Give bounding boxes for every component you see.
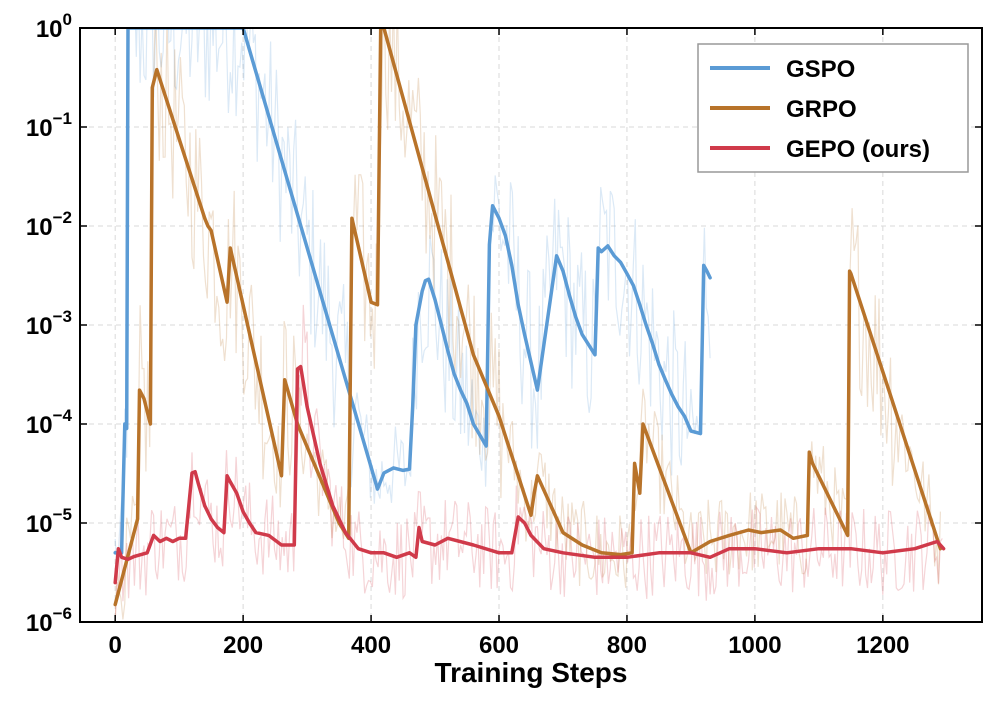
series-line-gepo-ours (113, 364, 946, 585)
axis-ticks: 0 200 400 600 800 1000 1200 10−6 10−5 10−4 10−3 10−… (26, 10, 982, 659)
x-tick-label: 200 (223, 632, 263, 659)
x-tick-label: 0 (109, 632, 122, 659)
y-tick-label: 10−5 (26, 505, 72, 538)
raw-trace-0 (114, 28, 711, 571)
x-axis-title: Training Steps (435, 657, 628, 688)
y-tick-label: 10−3 (26, 307, 72, 340)
legend: GSPO GRPO GEPO (ours) (697, 43, 969, 173)
series-line-grpo (113, 28, 943, 607)
series-lines (113, 28, 946, 607)
series-line-gspo (113, 28, 712, 555)
y-tick-label: 10−6 (26, 604, 72, 637)
legend-label: GRPO (786, 96, 857, 123)
y-tick-label: 10−2 (26, 208, 72, 241)
x-tick-label: 1200 (856, 632, 909, 659)
x-tick-label: 800 (607, 632, 647, 659)
y-tick-label: 100 (36, 10, 72, 43)
y-tick-label: 10−1 (26, 109, 72, 142)
legend-label: GEPO (ours) (786, 136, 930, 163)
y-tick-label: 10−4 (26, 406, 73, 439)
legend-label: GSPO (786, 56, 855, 83)
x-tick-label: 600 (479, 632, 519, 659)
x-tick-label: 1000 (728, 632, 781, 659)
raw-trace-1 (114, 28, 941, 622)
x-tick-label: 400 (351, 632, 391, 659)
